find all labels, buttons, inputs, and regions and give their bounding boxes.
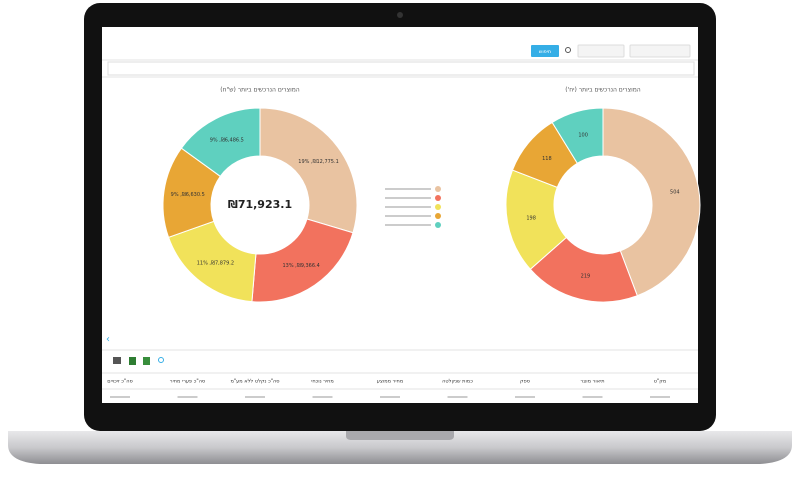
legend-text [385,197,431,199]
legend-text [385,188,431,190]
legend-text [385,206,431,208]
legend-swatch [435,204,441,210]
search-field[interactable] [107,61,695,76]
data-label: 11% ,₪7,879.2 [197,260,234,266]
table-cell [312,396,333,398]
search-icon[interactable] [565,47,571,53]
column-header: כמות שנקלטה [442,379,473,385]
column-header: מחיר ממוצע [377,379,403,385]
column-header: מחיר נוכחי [311,379,334,385]
donut-slice [180,107,261,177]
table-cell [447,396,468,398]
column-header: סה"כ זיכויים [107,379,132,385]
excel-icon[interactable] [143,357,150,365]
filter-dropdown[interactable] [577,44,625,58]
legend-swatch [435,186,441,192]
table-cell [177,396,198,398]
data-label: 100 [578,132,588,138]
column-header: סה"כ פערי מחיר [170,379,205,385]
donut-slice [251,218,354,303]
data-label: 9% ,₪6,486.5 [210,137,244,143]
donut-slice [259,107,358,234]
excel-icon[interactable] [129,357,136,365]
table-cell [110,396,130,398]
table-header: מק"ט תיאור מוצר ספק כמות שנקלטה מחיר ממוצע מח… [107,379,670,398]
collapse-arrow[interactable]: ‹ [106,334,110,345]
table-cell [515,396,535,398]
search-icon[interactable] [158,357,164,363]
total-label: ₪71,923.1 [228,198,292,211]
table-cell [650,396,670,398]
column-header: סה"כ נקלט ללא מע"מ [230,379,279,385]
data-label: 219 [581,273,591,279]
column-header: ספק [520,379,530,385]
legend-text [385,224,431,226]
table-cell [380,396,400,398]
data-label: 13% ,₪9,366.4 [282,263,319,269]
data-label: 504 [670,189,680,195]
notch [346,431,454,440]
table-cell [582,396,603,398]
table-cell [245,396,265,398]
search-button-label: חיפוש [539,49,551,55]
legend [385,186,441,228]
filter-dropdown[interactable] [629,44,691,58]
data-label: 19% ,₪12,775.1 [298,159,338,165]
laptop-base [8,431,792,464]
chart-title: המוצרים הנרכשים ביותר (ש"ח) [220,87,300,94]
camera [397,12,403,18]
data-label: 198 [526,215,536,221]
legend-swatch [435,195,441,201]
data-label: 9% ,₪6,630.5 [171,192,205,198]
search-button[interactable] [531,45,559,57]
chart-title: המוצרים הנרכשים ביותר (יח') [565,87,641,94]
legend-swatch [435,222,441,228]
legend-text [385,215,431,217]
legend-swatch [435,213,441,219]
data-label: 118 [542,156,552,162]
donut-slice [551,107,604,164]
column-header: תיאור מוצר [580,379,604,385]
donut-slice [602,107,701,297]
table-icon[interactable] [113,357,121,364]
column-header: מק"ט [654,379,667,385]
